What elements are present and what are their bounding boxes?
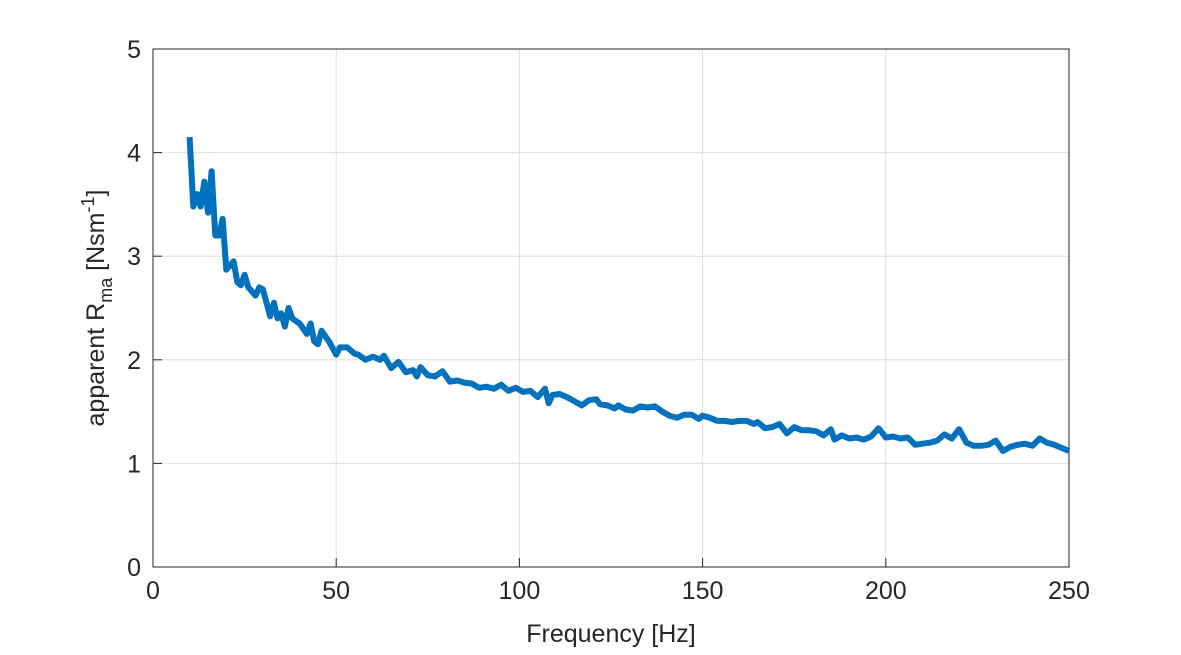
x-tick-label: 150 (682, 577, 724, 605)
y-tick-label: 3 (127, 243, 141, 271)
y-label-mid: [Nsm (82, 212, 110, 277)
y-tick-label: 2 (127, 347, 141, 375)
x-tick-label: 100 (499, 577, 541, 605)
plot-area-border (152, 48, 1070, 568)
series-line (186, 136, 1071, 454)
x-axis-label: Frequency [Hz] (526, 620, 696, 648)
x-tick-label: 250 (1048, 577, 1090, 605)
y-tick-label: 5 (127, 36, 141, 64)
y-label-sub: ma (96, 277, 116, 303)
y-tick-label: 0 (127, 554, 141, 582)
ticks: 0 50 100 150 200 250 0 1 2 3 4 5 (127, 36, 1090, 605)
x-tick-label: 200 (865, 577, 907, 605)
y-axis-label: apparent Rma [Nsm-1] (78, 190, 116, 427)
y-tick-label: 4 (127, 140, 141, 168)
y-tick-label: 1 (127, 450, 141, 478)
y-label-suffix: ] (82, 190, 110, 197)
x-tick-label: 50 (322, 577, 350, 605)
x-tick-label: 0 (146, 577, 160, 605)
y-label-sup: -1 (78, 196, 98, 212)
y-label-prefix: apparent R (82, 303, 110, 427)
